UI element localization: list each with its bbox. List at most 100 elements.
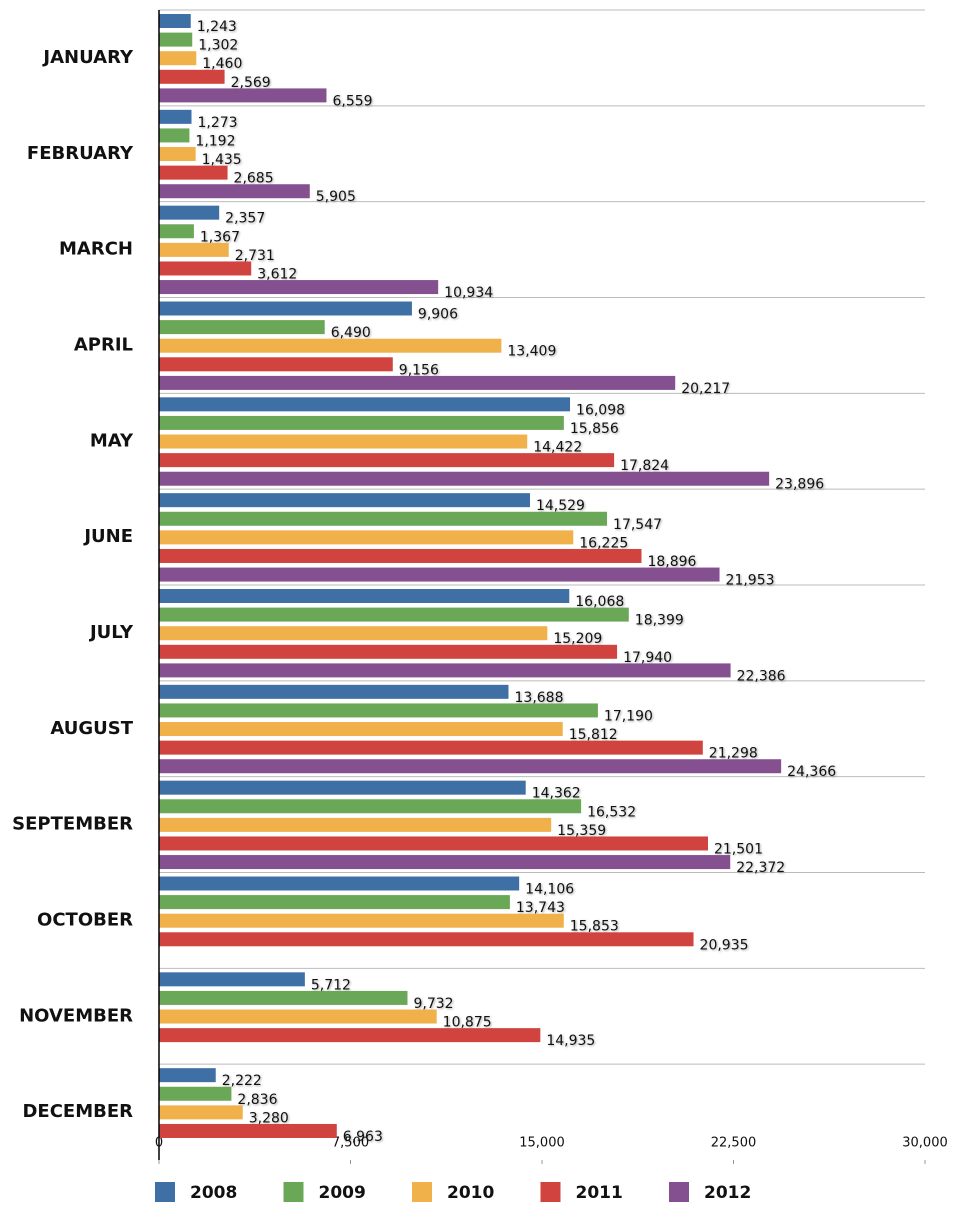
category-label: JULY (88, 622, 134, 643)
legend-swatch (540, 1182, 561, 1202)
data-label: 22,372 (736, 860, 785, 876)
legend-label: 2010 (447, 1183, 494, 1203)
bar (159, 471, 770, 486)
data-label: 21,298 (709, 746, 758, 762)
legend-label: 2012 (704, 1183, 751, 1203)
bar (159, 817, 552, 832)
bar (159, 280, 439, 295)
data-label: 16,068 (575, 594, 624, 610)
data-label: 6,559 (332, 93, 372, 109)
data-label: 14,529 (536, 498, 585, 514)
data-label: 17,940 (623, 650, 672, 666)
data-label: 5,712 (311, 977, 351, 993)
bar (159, 684, 509, 699)
category-label: AUGUST (50, 718, 133, 739)
data-label: 15,812 (569, 727, 618, 743)
data-label: 24,366 (787, 764, 836, 780)
bar (159, 14, 191, 28)
data-label: 17,190 (604, 708, 653, 724)
data-label: 2,731 (235, 248, 275, 264)
bar (159, 740, 703, 755)
category-label: JANUARY (41, 47, 134, 68)
data-label: 1,367 (200, 229, 240, 245)
bar (159, 759, 782, 774)
bar (159, 799, 582, 814)
bar (159, 434, 528, 449)
bar (159, 703, 598, 718)
bar (159, 855, 731, 870)
data-label: 6,963 (343, 1129, 383, 1145)
category-label: DECEMBER (22, 1101, 133, 1122)
data-label: 16,225 (579, 535, 628, 551)
bar (159, 109, 192, 124)
bar (159, 357, 393, 372)
x-tick-label: 22,500 (711, 1136, 757, 1151)
data-label: 21,953 (726, 573, 775, 589)
data-label: 10,875 (443, 1015, 492, 1031)
bar (159, 836, 708, 851)
bar (159, 165, 228, 180)
bar (159, 242, 229, 257)
bar (159, 338, 502, 353)
bar (159, 51, 197, 66)
bar (159, 780, 526, 795)
data-label: 15,359 (557, 823, 606, 839)
bar (159, 128, 190, 143)
bar (159, 932, 694, 947)
bar (159, 415, 564, 430)
bar (159, 530, 574, 545)
bar (159, 147, 196, 162)
category-label: JUNE (82, 526, 133, 547)
bar (159, 990, 408, 1005)
data-label: 2,836 (237, 1092, 277, 1108)
bar (159, 184, 310, 199)
data-label: 9,732 (413, 996, 453, 1012)
bar (159, 1068, 216, 1083)
legend-label: 2011 (576, 1183, 623, 1203)
data-label: 3,280 (249, 1110, 289, 1126)
bar (159, 1028, 541, 1043)
data-label: 21,501 (714, 841, 763, 857)
legend-swatch (155, 1182, 175, 1202)
data-label: 5,905 (316, 189, 356, 205)
legend-label: 2009 (319, 1183, 366, 1203)
data-label: 3,612 (257, 266, 297, 282)
bar (159, 722, 563, 737)
bar (159, 69, 225, 84)
bar (159, 493, 530, 508)
category-label: MAY (90, 430, 134, 451)
bar (159, 663, 731, 678)
data-label: 22,386 (737, 668, 786, 684)
bar (159, 205, 220, 220)
data-label: 2,569 (231, 75, 271, 91)
bar (159, 397, 571, 412)
data-label: 2,222 (222, 1073, 262, 1089)
category-label: FEBRUARY (27, 143, 134, 164)
bar (159, 626, 548, 641)
bar (159, 895, 510, 910)
x-tick-label: 7,500 (332, 1136, 369, 1151)
data-label: 15,209 (553, 631, 602, 647)
data-label: 9,906 (418, 307, 458, 323)
bar (159, 320, 325, 335)
data-label: 14,935 (546, 1033, 595, 1049)
data-label: 20,217 (681, 381, 730, 397)
bar (159, 453, 615, 468)
category-label: SEPTEMBER (12, 814, 133, 835)
data-label: 1,435 (202, 152, 242, 168)
legend-swatch (412, 1182, 432, 1202)
category-label: OCTOBER (37, 909, 133, 930)
data-label: 20,935 (700, 937, 749, 953)
bar (159, 88, 327, 103)
bar (159, 913, 564, 928)
bar (159, 567, 720, 582)
data-label: 14,422 (533, 440, 582, 456)
bar (159, 589, 570, 603)
bar (159, 261, 252, 276)
data-label: 17,824 (620, 458, 669, 474)
data-label: 2,685 (234, 171, 274, 187)
legend-swatch (669, 1182, 689, 1202)
bar (159, 607, 629, 622)
category-label: NOVEMBER (19, 1005, 133, 1026)
data-label: 13,743 (516, 900, 565, 916)
